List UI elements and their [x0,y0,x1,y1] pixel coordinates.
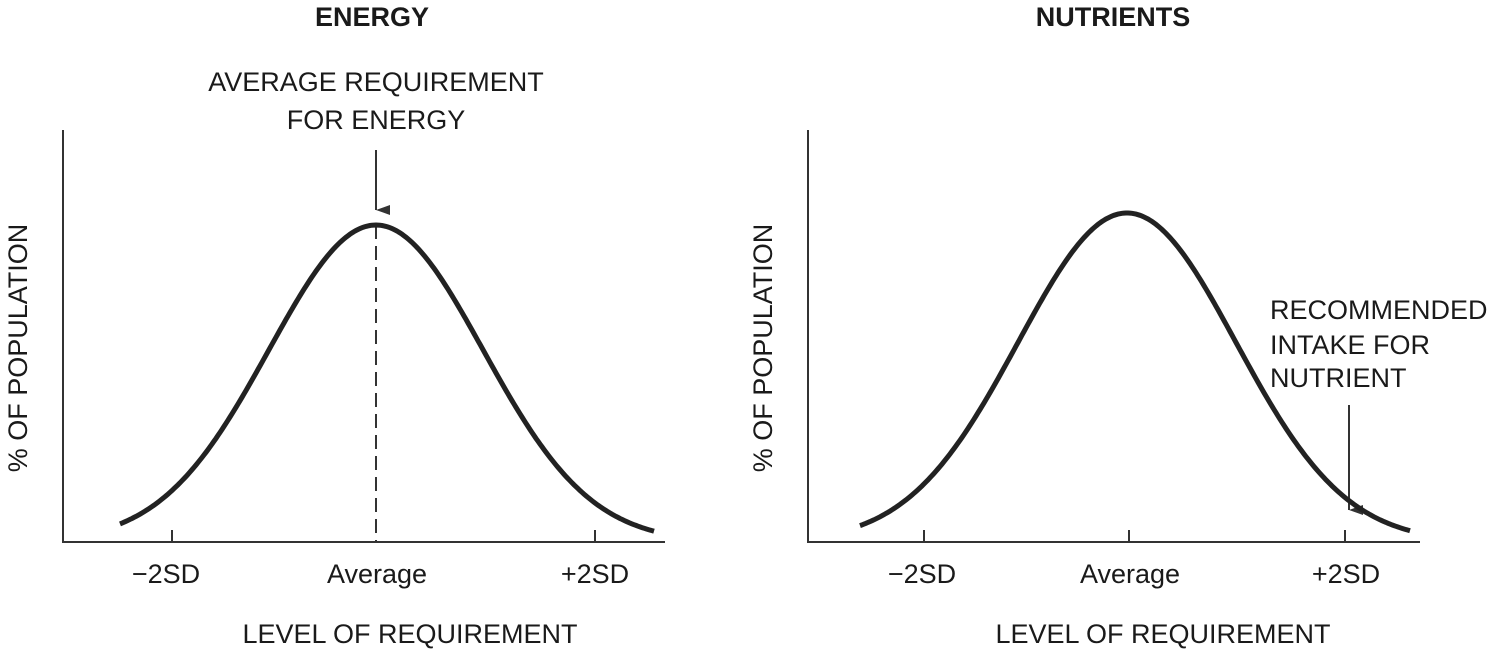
x-axis-label: LEVEL OF REQUIREMENT [242,619,577,649]
tick-label: −2SD [888,559,956,589]
panel-title: NUTRIENTS [1036,2,1191,32]
x-axis-label: LEVEL OF REQUIREMENT [995,619,1330,649]
annotation: FOR ENERGY [287,105,466,135]
tick-label: +2SD [561,559,629,589]
annotation: RECOMMENDED [1270,295,1488,325]
bell-curve [119,222,655,534]
y-axis-label: % OF POPULATION [3,224,33,473]
tick-label: Average [327,559,427,589]
y-axis-label: % OF POPULATION [748,224,778,473]
annotation: INTAKE FOR [1270,330,1430,360]
axes [62,130,665,543]
annotation: NUTRIENT [1270,363,1407,393]
axes [807,130,1420,543]
energy-panel: ENERGY AVERAGE REQUIREMENT FOR ENERGY −2… [3,2,665,649]
nutrients-panel: NUTRIENTS RECOMMENDED INTAKE FOR NUTRIEN… [748,2,1487,649]
tick-label: −2SD [132,559,200,589]
tick-label: +2SD [1312,559,1380,589]
annotation: AVERAGE REQUIREMENT [208,67,544,97]
bell-curve [859,210,1411,534]
tick-label: Average [1080,559,1180,589]
panel-title: ENERGY [315,2,429,32]
